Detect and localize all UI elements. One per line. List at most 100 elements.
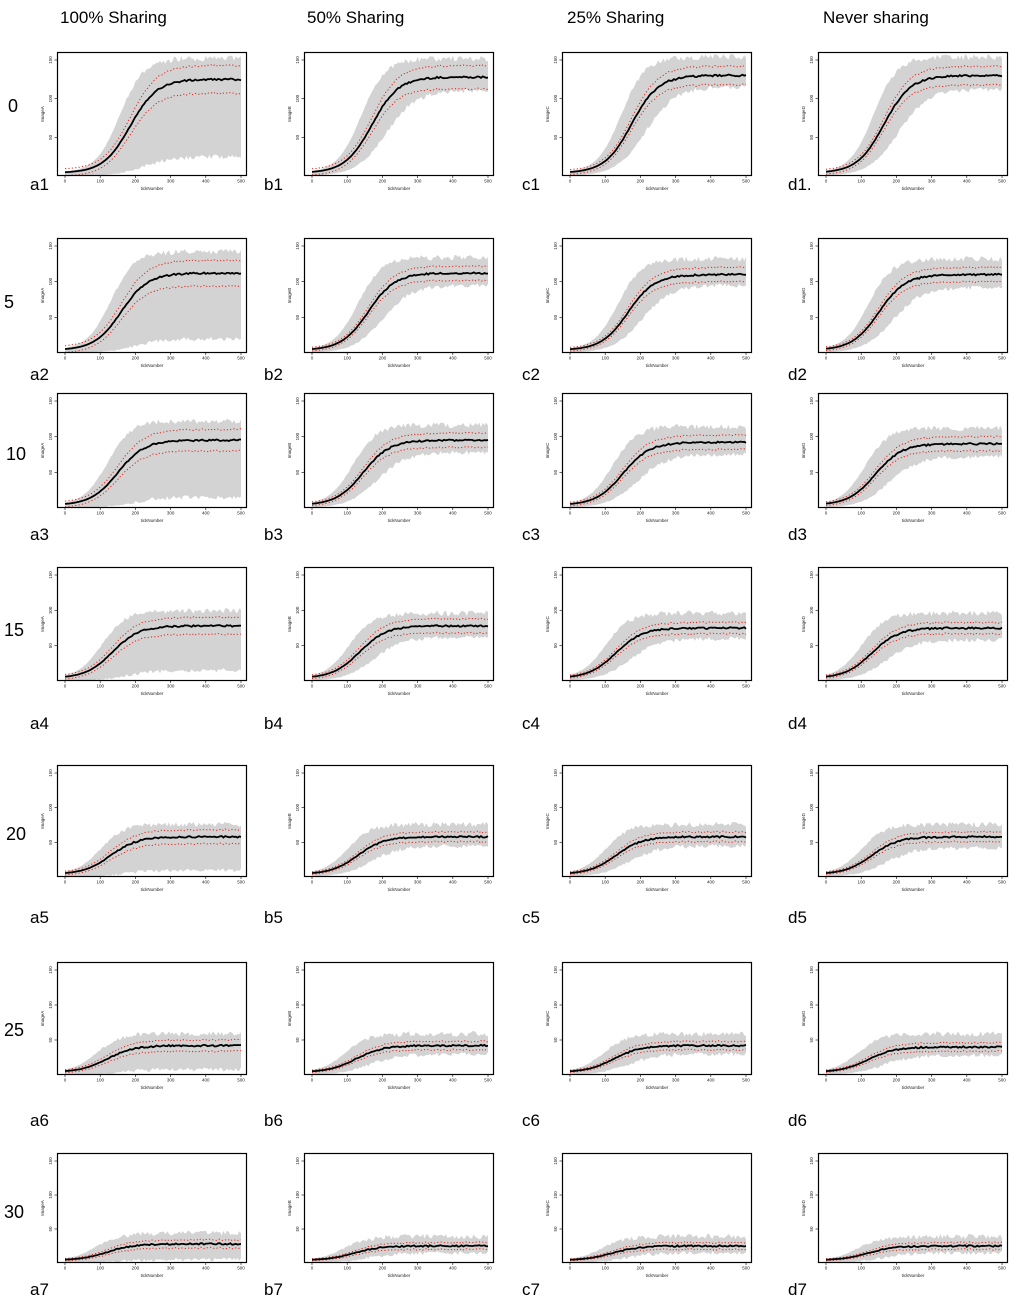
y-tick-label: 150 — [553, 242, 558, 250]
chart-svg-b4: 0 100 200 300 400 500 50 100 150 tickNumber ImageB — [287, 566, 495, 696]
x-tick-label: 200 — [379, 880, 387, 885]
x-tick-label: 500 — [237, 511, 245, 516]
chart-svg-d7: 0 100 200 300 400 500 50 100 150 tickNumber ImageD — [801, 1152, 1009, 1278]
y-tick-label: 50 — [48, 1226, 53, 1232]
chart-panel-b7: 0 100 200 300 400 500 50 100 150 tickNumber ImageB — [287, 1152, 495, 1278]
mean-line — [569, 626, 747, 678]
x-tick-label: 400 — [963, 880, 971, 885]
x-tick-label: 500 — [484, 356, 492, 361]
y-tick-label: 100 — [48, 606, 53, 614]
chart-panel-c6: 0 100 200 300 400 500 50 100 150 tickNumber ImageC — [545, 961, 753, 1090]
panel-id-label: d3 — [788, 525, 807, 544]
x-tick-label: 0 — [569, 880, 572, 885]
y-tick-label: 150 — [295, 966, 300, 974]
x-tick-label: 300 — [167, 880, 175, 885]
x-tick-label: 200 — [379, 684, 387, 689]
x-tick-label: 0 — [311, 880, 314, 885]
mean-line — [825, 272, 1003, 350]
y-tick-label: 50 — [809, 314, 814, 320]
plot-frame — [561, 1152, 753, 1264]
band-upper-line — [569, 266, 747, 348]
x-tick-label: 400 — [449, 179, 457, 184]
y-tick-label: 100 — [295, 94, 300, 102]
panel-id-label: b6 — [264, 1111, 283, 1130]
row-label-30: 30 — [4, 1202, 25, 1222]
row-label-0: 0 — [8, 96, 19, 116]
panel-id-label: c7 — [522, 1280, 540, 1299]
x-tick-label: 200 — [379, 356, 387, 361]
row-label-15: 15 — [4, 620, 25, 640]
range-area — [570, 54, 746, 176]
panel-id-label: d4 — [788, 714, 807, 733]
plot-frame — [561, 237, 753, 354]
y-axis-label: ImageC — [545, 442, 550, 459]
y-axis-label: ImageC — [545, 812, 550, 829]
y-tick-label: 150 — [295, 242, 300, 250]
x-axis-label: tickNumber — [646, 887, 669, 892]
y-tick-label: 150 — [553, 56, 558, 64]
plot-frame — [561, 961, 753, 1076]
band-upper-line — [311, 264, 489, 348]
y-tick-label: 150 — [809, 966, 814, 974]
x-tick-label: 500 — [998, 356, 1006, 361]
x-tick-label: 400 — [449, 1266, 457, 1271]
x-tick-label: 300 — [414, 880, 422, 885]
chart-panel-c2: 0 100 200 300 400 500 50 100 150 tickNumber ImageC — [545, 237, 753, 368]
y-tick-label: 50 — [553, 643, 558, 649]
x-tick-label: 0 — [825, 684, 828, 689]
chart-svg-c1: 0 100 200 300 400 500 50 100 150 tickNumber ImageC — [545, 51, 753, 191]
plot-frame — [561, 764, 753, 878]
x-tick-label: 100 — [857, 880, 865, 885]
x-tick-label: 0 — [311, 511, 314, 516]
mean-line — [569, 1244, 747, 1261]
y-tick-label: 150 — [295, 769, 300, 777]
mean-line — [825, 1045, 1003, 1073]
band-lower-line — [64, 449, 241, 508]
y-tick-label: 150 — [553, 571, 558, 579]
band-lower-line — [311, 87, 489, 176]
y-tick-label: 50 — [295, 1226, 300, 1232]
panel-id-label: b3 — [264, 525, 283, 544]
x-tick-label: 500 — [484, 880, 492, 885]
x-tick-label: 100 — [343, 179, 351, 184]
x-tick-label: 200 — [637, 511, 645, 516]
x-tick-label: 100 — [601, 179, 609, 184]
x-tick-label: 100 — [601, 880, 609, 885]
y-axis-label: ImageC — [545, 105, 550, 122]
chart-panel-d6: 0 100 200 300 400 500 50 100 150 tickNumber ImageD — [801, 961, 1009, 1090]
x-tick-label: 500 — [742, 511, 750, 516]
x-tick-label: 0 — [64, 179, 67, 184]
band-upper-line — [64, 828, 242, 872]
chart-svg-c6: 0 100 200 300 400 500 50 100 150 tickNumber ImageC — [545, 961, 753, 1090]
range-area — [570, 256, 746, 353]
band-upper-line — [569, 830, 747, 873]
chart-panel-c5: 0 100 200 300 400 500 50 100 150 tickNumber ImageC — [545, 764, 753, 892]
y-tick-label: 100 — [553, 803, 558, 811]
chart-svg-d6: 0 100 200 300 400 500 50 100 150 tickNumber ImageD — [801, 961, 1009, 1090]
x-tick-label: 0 — [311, 356, 314, 361]
mean-line — [825, 73, 1003, 173]
x-tick-label: 200 — [132, 511, 140, 516]
y-tick-label: 50 — [553, 314, 558, 320]
col-header-100-sharing: 100% Sharing — [60, 8, 167, 27]
x-tick-label: 0 — [64, 1078, 67, 1083]
y-tick-label: 50 — [295, 839, 300, 845]
y-tick-label: 150 — [809, 397, 814, 405]
x-tick-label: 100 — [96, 356, 104, 361]
y-tick-label: 100 — [295, 1191, 300, 1199]
mean-line — [64, 624, 242, 678]
x-tick-label: 500 — [998, 880, 1006, 885]
mean-line — [64, 1043, 242, 1072]
x-tick-label: 400 — [202, 511, 210, 516]
band-lower-line — [569, 280, 747, 352]
chart-svg-b1: 0 100 200 300 400 500 50 100 150 tickNumber ImageB — [287, 51, 495, 191]
x-tick-label: 100 — [343, 1078, 351, 1083]
chart-panel-b1: 0 100 200 300 400 500 50 100 150 tickNumber ImageB — [287, 51, 495, 191]
y-tick-label: 150 — [809, 769, 814, 777]
range-area — [65, 55, 241, 176]
x-tick-label: 300 — [928, 179, 936, 184]
x-tick-label: 100 — [857, 356, 865, 361]
chart-panel-d7: 0 100 200 300 400 500 50 100 150 tickNumber ImageD — [801, 1152, 1009, 1278]
y-tick-label: 150 — [809, 571, 814, 579]
x-tick-label: 0 — [569, 684, 572, 689]
